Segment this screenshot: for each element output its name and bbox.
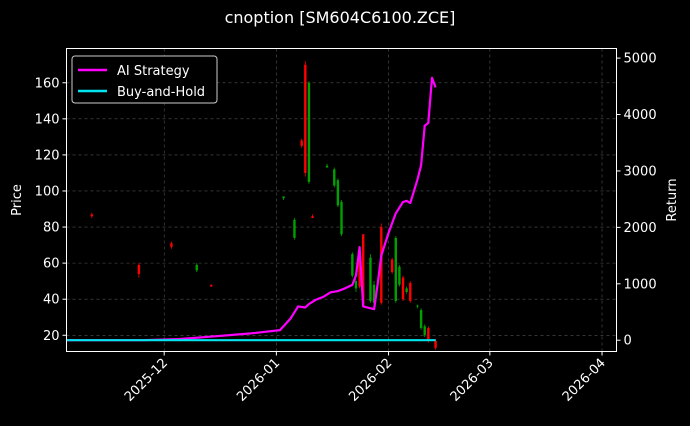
candle-body <box>170 243 173 247</box>
candle-body <box>434 340 437 348</box>
y2-tick-label: 3000 <box>624 164 657 179</box>
y-tick-label: 140 <box>35 112 60 127</box>
candle-body <box>394 237 397 301</box>
chart-title: cnoption [SM604C6100.ZCE] <box>225 8 456 27</box>
candle-body <box>416 305 419 307</box>
y-axis-label: Price <box>10 184 25 216</box>
candle-body <box>390 259 394 273</box>
candle-body <box>354 281 358 289</box>
y-tick-label: 120 <box>35 148 60 163</box>
y-tick-label: 100 <box>35 184 60 199</box>
candle-body <box>336 180 340 206</box>
y-tick-label: 160 <box>35 76 60 91</box>
y-tick-label: 20 <box>43 329 60 344</box>
y2-tick-label: 1000 <box>624 277 657 292</box>
y2-tick-label: 2000 <box>624 221 657 236</box>
candle-body <box>304 64 307 173</box>
y2-tick-label: 5000 <box>624 52 657 67</box>
candle-body <box>195 264 198 271</box>
candle-body <box>401 277 405 300</box>
candle-body <box>427 328 430 341</box>
candle-body <box>423 326 426 336</box>
legend-label-ai-strategy: AI Strategy <box>117 64 190 79</box>
candle-body <box>419 310 423 329</box>
series-line-ai-strategy <box>66 76 437 342</box>
candle-body <box>325 165 329 168</box>
candle-body <box>372 284 376 303</box>
candle-body <box>137 264 141 274</box>
candle-body <box>398 266 401 285</box>
candle-layer <box>90 61 437 350</box>
candle-body <box>409 282 412 301</box>
candle-body <box>358 254 361 287</box>
legend-label-buy-and-hold: Buy-and-Hold <box>117 85 205 100</box>
candle-body <box>300 140 303 146</box>
candle-body <box>307 82 311 182</box>
y-tick-label: 40 <box>43 293 60 308</box>
candle-body <box>380 227 383 303</box>
series-layer <box>66 76 437 342</box>
candle-body <box>282 196 285 199</box>
candle-body <box>90 214 94 217</box>
candle-body <box>210 284 213 287</box>
plot-frame <box>66 48 617 352</box>
grid-layer <box>66 48 617 352</box>
candle-body <box>311 216 314 219</box>
y-tick-label: 80 <box>43 221 60 236</box>
candle-body <box>362 234 365 305</box>
candle-body <box>293 219 296 238</box>
y2-tick-label: 0 <box>624 334 632 349</box>
y-tick-label: 60 <box>43 257 60 272</box>
y2-tick-label: 4000 <box>624 108 657 123</box>
candle-body <box>405 288 408 292</box>
candle-body <box>369 257 372 301</box>
candle-body <box>333 169 336 186</box>
y2-axis-label: Return <box>665 178 680 221</box>
candle-body <box>351 254 354 276</box>
candle-body <box>340 201 343 235</box>
legend-frame <box>71 55 218 104</box>
legend: AI Strategy Buy-and-Hold <box>71 55 218 104</box>
